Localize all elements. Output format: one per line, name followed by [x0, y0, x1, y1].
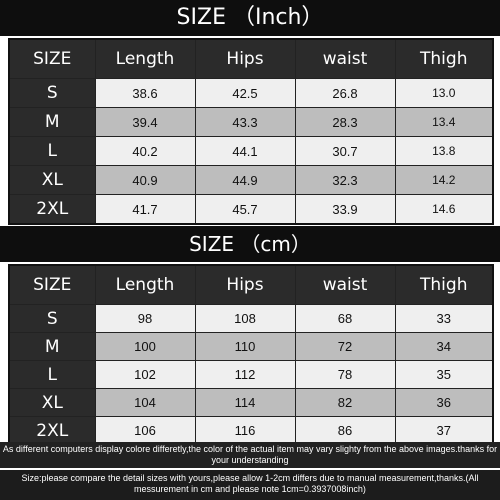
cm-table-title: SIZE （cm）: [0, 226, 500, 262]
table-row: L 40.2 44.1 30.7 13.8: [8, 136, 494, 166]
waist-value: 68: [294, 304, 396, 333]
table-row: XL 40.9 44.9 32.3 14.2: [8, 165, 494, 195]
header-length: Length: [94, 38, 196, 79]
size-label: S: [8, 78, 96, 108]
size-label: M: [8, 107, 96, 137]
hips-value: 42.5: [194, 78, 296, 108]
waist-value: 26.8: [294, 78, 396, 108]
header-thigh: Thigh: [394, 264, 494, 305]
hips-value: 112: [194, 360, 296, 389]
header-size: SIZE: [8, 38, 96, 79]
length-value: 100: [94, 332, 196, 361]
table-row: S 98 108 68 33: [8, 304, 494, 333]
hips-value: 110: [194, 332, 296, 361]
header-waist: waist: [294, 264, 396, 305]
thigh-value: 13.4: [394, 107, 494, 137]
thigh-value: 36: [394, 388, 494, 417]
waist-value: 78: [294, 360, 396, 389]
length-value: 106: [94, 416, 196, 446]
waist-value: 32.3: [294, 165, 396, 195]
thigh-value: 13.0: [394, 78, 494, 108]
thigh-value: 14.6: [394, 194, 494, 225]
header-thigh: Thigh: [394, 38, 494, 79]
size-disclaimer-note: Size:please compare the detail sizes wit…: [0, 470, 500, 500]
thigh-value: 34: [394, 332, 494, 361]
header-size: SIZE: [8, 264, 96, 305]
length-value: 98: [94, 304, 196, 333]
length-value: 38.6: [94, 78, 196, 108]
size-label: M: [8, 332, 96, 361]
size-label: 2XL: [8, 194, 96, 225]
inch-table-title: SIZE （Inch）: [0, 0, 500, 36]
waist-value: 28.3: [294, 107, 396, 137]
waist-value: 30.7: [294, 136, 396, 166]
waist-value: 86: [294, 416, 396, 446]
table-row: 2XL 41.7 45.7 33.9 14.6: [8, 194, 494, 225]
table-row: M 39.4 43.3 28.3 13.4: [8, 107, 494, 137]
inch-size-table: SIZE Length Hips waist Thigh S 38.6 42.5…: [8, 38, 494, 225]
hips-value: 43.3: [194, 107, 296, 137]
header-waist: waist: [294, 38, 396, 79]
color-disclaimer-note: As different computers display colore di…: [0, 442, 500, 468]
length-value: 40.9: [94, 165, 196, 195]
length-value: 41.7: [94, 194, 196, 225]
size-label: L: [8, 360, 96, 389]
thigh-value: 14.2: [394, 165, 494, 195]
table-row: XL 104 114 82 36: [8, 388, 494, 417]
table-row: M 100 110 72 34: [8, 332, 494, 361]
thigh-value: 35: [394, 360, 494, 389]
length-value: 39.4: [94, 107, 196, 137]
length-value: 104: [94, 388, 196, 417]
size-label: L: [8, 136, 96, 166]
thigh-value: 37: [394, 416, 494, 446]
waist-value: 82: [294, 388, 396, 417]
header-length: Length: [94, 264, 196, 305]
header-hips: Hips: [194, 38, 296, 79]
size-label: XL: [8, 388, 96, 417]
table-row: L 102 112 78 35: [8, 360, 494, 389]
waist-value: 33.9: [294, 194, 396, 225]
table-row: S 38.6 42.5 26.8 13.0: [8, 78, 494, 108]
hips-value: 45.7: [194, 194, 296, 225]
waist-value: 72: [294, 332, 396, 361]
hips-value: 44.9: [194, 165, 296, 195]
size-label: XL: [8, 165, 96, 195]
hips-value: 44.1: [194, 136, 296, 166]
length-value: 102: [94, 360, 196, 389]
hips-value: 116: [194, 416, 296, 446]
hips-value: 114: [194, 388, 296, 417]
thigh-value: 33: [394, 304, 494, 333]
header-hips: Hips: [194, 264, 296, 305]
thigh-value: 13.8: [394, 136, 494, 166]
table-header-row: SIZE Length Hips waist Thigh: [8, 38, 494, 79]
length-value: 40.2: [94, 136, 196, 166]
cm-size-table: SIZE Length Hips waist Thigh S 98 108 68…: [8, 264, 494, 446]
size-label: 2XL: [8, 416, 96, 446]
hips-value: 108: [194, 304, 296, 333]
size-label: S: [8, 304, 96, 333]
table-header-row: SIZE Length Hips waist Thigh: [8, 264, 494, 305]
table-row: 2XL 106 116 86 37: [8, 416, 494, 446]
